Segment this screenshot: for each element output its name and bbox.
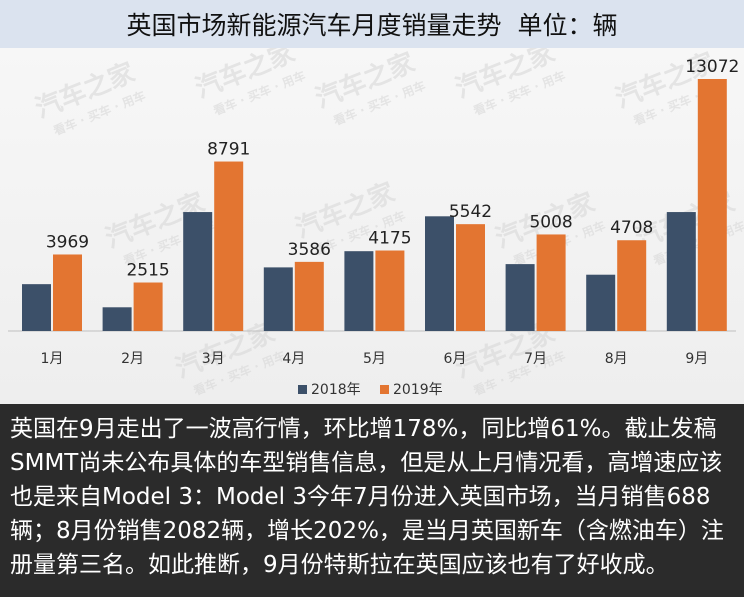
- bar: [425, 216, 454, 331]
- bar: [375, 250, 405, 331]
- chart-area: 汽车之家 看车 · 买车 · 用车 汽车之家 看车 · 买车 · 用车 汽车之家 看车 ·…: [0, 48, 744, 404]
- data-label: 4708: [610, 218, 653, 238]
- x-tick-label: 9月: [685, 351, 708, 367]
- x-tick-label: 2月: [121, 351, 144, 367]
- caption-text: 英国在9月走出了一波高行情，环比增178%，同比增61%。截止发稿SMMT尚未公…: [10, 416, 724, 578]
- chart-unit: 单位：辆: [517, 11, 618, 40]
- bar: [53, 254, 82, 331]
- bar: [133, 282, 163, 331]
- chart-title-bar: 英国市场新能源汽车月度销量走势 单位：辆: [0, 0, 744, 48]
- data-label: 2515: [126, 261, 169, 281]
- data-label: 8791: [207, 140, 250, 160]
- legend-label: 2018年: [311, 382, 361, 398]
- bar: [536, 234, 566, 331]
- legend-swatch: [298, 385, 307, 394]
- data-label: 5542: [449, 202, 492, 222]
- bar: [102, 307, 132, 331]
- x-tick-label: 1月: [41, 351, 64, 367]
- caption-panel: 英国在9月走出了一波高行情，环比增178%，同比增61%。截止发稿SMMT尚未公…: [0, 404, 744, 597]
- bar: [214, 161, 244, 331]
- data-label: 4175: [368, 229, 411, 249]
- bar: [22, 284, 51, 331]
- legend-label: 2019年: [393, 382, 443, 398]
- bar: [697, 79, 727, 331]
- x-tick-label: 3月: [202, 351, 225, 367]
- data-label: 3969: [46, 232, 89, 252]
- x-tick-label: 7月: [524, 351, 547, 367]
- x-tick-label: 6月: [444, 351, 467, 367]
- x-tick-label: 4月: [282, 351, 305, 367]
- bar: [183, 212, 213, 331]
- bar: [505, 264, 535, 331]
- data-label: 5008: [529, 212, 572, 232]
- bar: [344, 251, 374, 331]
- bar: [586, 274, 616, 331]
- bar: [456, 224, 485, 331]
- chart-title: 英国市场新能源汽车月度销量走势: [126, 11, 502, 40]
- bar: [617, 240, 647, 331]
- data-label: 3586: [288, 240, 331, 260]
- x-tick-label: 5月: [363, 351, 386, 367]
- x-tick-label: 8月: [605, 351, 628, 367]
- bar: [294, 261, 324, 331]
- legend-swatch: [380, 385, 389, 394]
- bar: [263, 267, 293, 331]
- bar: [666, 212, 696, 331]
- data-label: 13072: [685, 57, 739, 77]
